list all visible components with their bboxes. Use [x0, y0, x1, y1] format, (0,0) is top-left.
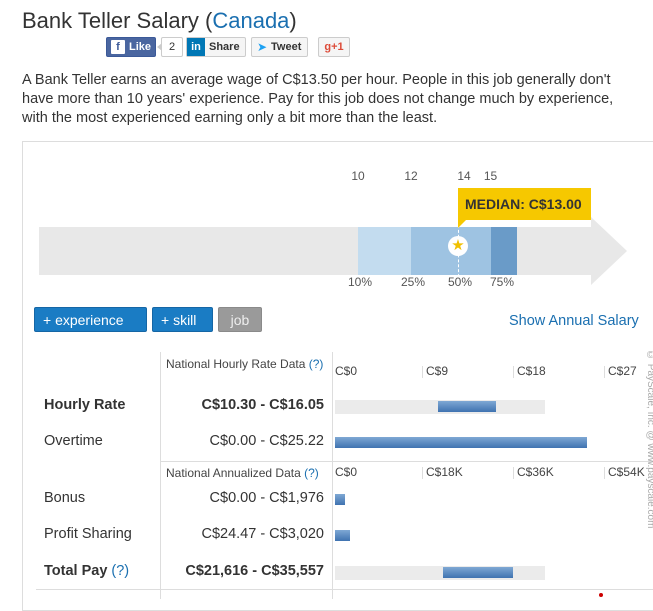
facebook-like-button[interactable]: f Like	[106, 37, 156, 57]
scale-gridline	[422, 467, 423, 479]
copyright-notice: © PayScale, Inc. @ www.payscale.com	[645, 350, 653, 529]
scale-tick-label: C$36K	[517, 465, 554, 479]
scale-gridline	[513, 467, 514, 479]
title-prefix: Bank Teller Salary (	[22, 8, 213, 33]
row-label: Overtime	[44, 433, 103, 449]
scale-gridline	[604, 366, 605, 378]
wage-tick-label: 15	[483, 169, 498, 183]
hourly-data-header: National Hourly Rate Data (?)	[166, 356, 326, 372]
linkedin-share-button[interactable]: in Share	[186, 37, 246, 57]
row-bar-track	[335, 566, 545, 580]
linkedin-share-label: Share	[209, 41, 240, 53]
wage-tick-label: 12	[404, 169, 418, 183]
row-range-bar	[438, 401, 496, 412]
row-range-bar	[443, 567, 513, 578]
marker-dot	[599, 593, 603, 597]
salary-range-arrow	[591, 217, 627, 285]
table-divider	[160, 352, 161, 599]
scale-gridline	[604, 467, 605, 479]
twitter-bird-icon: ➤	[256, 40, 268, 54]
wage-tick-label: 14	[457, 169, 471, 183]
twitter-tweet-button[interactable]: ➤ Tweet	[251, 37, 308, 57]
row-label-text: Overtime	[44, 433, 103, 449]
median-star-icon: ★	[448, 236, 468, 256]
row-label-text: Profit Sharing	[44, 526, 132, 542]
job-button[interactable]: job	[218, 307, 262, 332]
row-label: Hourly Rate	[44, 397, 125, 413]
hourly-header-label: National Hourly Rate Data	[166, 357, 306, 371]
total-pay-help-link[interactable]: (?)	[107, 563, 130, 579]
scale-tick-label: C$9	[426, 364, 449, 378]
scale-gridline	[422, 366, 423, 378]
row-label-text: Total Pay	[44, 563, 108, 579]
country-link[interactable]: Canada	[212, 8, 290, 33]
row-label-text: Hourly Rate	[44, 397, 126, 413]
row-range-value: C$10.30 - C$16.05	[201, 397, 324, 413]
annual-header-label: National Annualized Data	[166, 466, 301, 480]
row-range-bar	[335, 494, 345, 505]
scale-tick-label: C$18	[517, 364, 546, 378]
row-range-value: C$21,616 - C$35,557	[185, 563, 324, 579]
row-range-value: C$0.00 - C$1,976	[209, 490, 324, 506]
facebook-like-count: 2	[157, 37, 183, 57]
median-callout: MEDIAN: C$13.00	[458, 188, 591, 228]
hourly-help-link[interactable]: (?)	[308, 357, 324, 371]
google-plus-button[interactable]: g+1	[318, 37, 350, 57]
table-divider	[36, 589, 653, 590]
table-divider	[160, 461, 653, 462]
row-range-bar	[335, 530, 351, 541]
row-range-value: C$24.47 - C$3,020	[201, 526, 324, 542]
percentile-label: 50%	[447, 275, 473, 289]
title-suffix: )	[289, 8, 297, 33]
percentile-label: 25%	[400, 275, 426, 289]
scale-gridline	[513, 366, 514, 378]
annual-data-header: National Annualized Data (?)	[166, 465, 319, 481]
row-label: Bonus	[44, 490, 85, 506]
linkedin-icon: in	[187, 38, 205, 56]
scale-tick-label: C$18K	[426, 465, 463, 479]
annual-help-link[interactable]: (?)	[304, 466, 319, 480]
percentile-label: 10%	[347, 275, 373, 289]
add-skill-button[interactable]: + skill	[152, 307, 213, 332]
percentile-band	[358, 227, 411, 275]
table-divider	[332, 352, 333, 599]
row-label-text: Bonus	[44, 490, 86, 506]
wage-tick-label: 10	[351, 169, 365, 183]
facebook-like-label: Like	[129, 41, 152, 53]
tweet-label: Tweet	[271, 41, 302, 53]
percentile-band	[490, 227, 517, 275]
page-title: Bank Teller Salary (Canada)	[22, 8, 297, 34]
scale-tick-label: C$54K	[608, 465, 645, 479]
row-label: Profit Sharing	[44, 526, 132, 542]
scale-tick-label: C$0	[335, 364, 358, 378]
scale-tick-label: C$0	[335, 465, 358, 479]
scale-tick-label: C$27	[608, 364, 637, 378]
percentile-label: 75%	[489, 275, 515, 289]
row-range-value: C$0.00 - C$25.22	[209, 433, 324, 449]
row-range-bar	[335, 437, 588, 448]
row-label: Total Pay (?)	[44, 563, 129, 579]
facebook-icon: f	[111, 40, 125, 54]
job-description: A Bank Teller earns an average wage of C…	[22, 72, 614, 126]
add-experience-button[interactable]: + experience	[34, 307, 147, 332]
show-annual-salary-link[interactable]: Show Annual Salary	[509, 313, 639, 329]
